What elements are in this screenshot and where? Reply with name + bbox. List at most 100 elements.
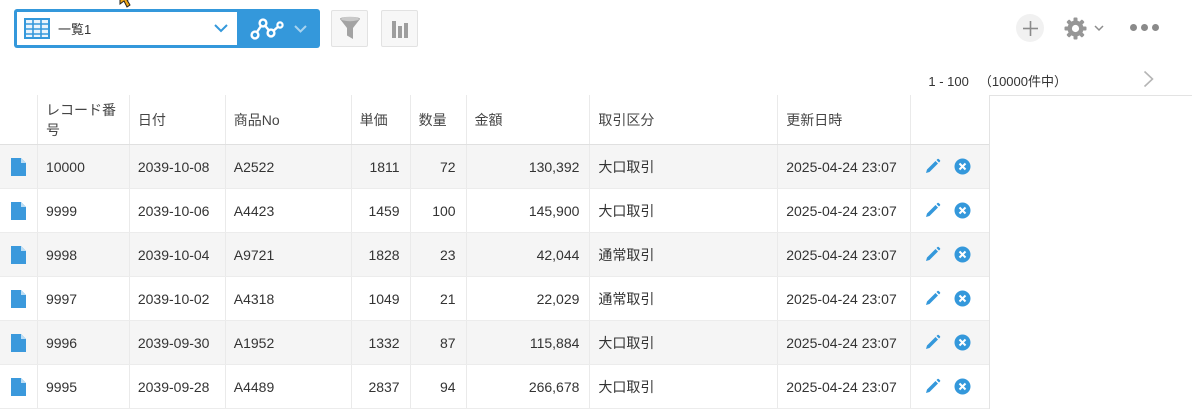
cell-amount: 130,392: [467, 145, 591, 188]
next-page-button[interactable]: [1138, 70, 1158, 88]
cell-updated: 2025-04-24 23:07: [778, 233, 912, 276]
header-category[interactable]: 取引区分: [590, 95, 779, 144]
cell-record-no: 9996: [38, 321, 130, 364]
selected-view-name: 一覧1: [58, 22, 92, 37]
header-date[interactable]: 日付: [130, 95, 226, 144]
edit-button[interactable]: [924, 334, 941, 351]
cell-quantity: 87: [411, 321, 467, 364]
record-link[interactable]: [0, 365, 38, 408]
settings-button[interactable]: [1063, 16, 1104, 41]
cell-quantity: 94: [411, 365, 467, 408]
cell-actions: [911, 189, 989, 232]
pagination-total: （10000件中）: [978, 74, 1067, 89]
record-table: レコード番号 日付 商品No 単価 数量 金額 取引区分 更新日時 10000 …: [0, 95, 990, 409]
mouse-cursor-icon: [119, 0, 131, 8]
view-select-dropdown[interactable]: 一覧1: [17, 12, 237, 45]
delete-button[interactable]: [954, 290, 971, 307]
cell-date: 2039-10-06: [130, 189, 226, 232]
cell-record-no: 9998: [38, 233, 130, 276]
record-link[interactable]: [0, 233, 38, 276]
edit-button[interactable]: [924, 290, 941, 307]
x-circle-icon: [954, 290, 971, 307]
record-link[interactable]: [0, 189, 38, 232]
filter-button[interactable]: [331, 10, 368, 47]
record-link[interactable]: [0, 277, 38, 320]
delete-button[interactable]: [954, 158, 971, 175]
cell-unit-price: 1049: [352, 277, 411, 320]
record-icon: [10, 245, 26, 264]
header-record-number[interactable]: レコード番号: [38, 95, 130, 144]
cell-product-no: A2522: [226, 145, 352, 188]
cell-amount: 42,044: [467, 233, 591, 276]
cell-amount: 145,900: [467, 189, 591, 232]
table-row: 10000 2039-10-08 A2522 1811 72 130,392 大…: [0, 145, 989, 189]
plus-icon: [1022, 20, 1038, 36]
delete-button[interactable]: [954, 246, 971, 263]
chart-view-button[interactable]: [237, 9, 320, 48]
cell-updated: 2025-04-24 23:07: [778, 365, 912, 408]
cell-category: 大口取引: [590, 365, 779, 408]
bar-chart-icon: [391, 20, 408, 38]
cell-actions: [911, 321, 989, 364]
cell-unit-price: 1811: [352, 145, 411, 188]
cell-actions: [911, 145, 989, 188]
header-product-no[interactable]: 商品No: [226, 95, 352, 144]
add-record-button[interactable]: [1016, 14, 1044, 42]
record-icon: [10, 377, 26, 396]
cell-unit-price: 2837: [352, 365, 411, 408]
cell-updated: 2025-04-24 23:07: [778, 189, 912, 232]
header-actions: [911, 95, 989, 144]
record-icon: [10, 201, 26, 220]
edit-button[interactable]: [924, 202, 941, 219]
delete-button[interactable]: [954, 334, 971, 351]
edit-button[interactable]: [924, 378, 941, 395]
cell-date: 2039-10-08: [130, 145, 226, 188]
header-updated[interactable]: 更新日時: [778, 95, 912, 144]
record-link[interactable]: [0, 145, 38, 188]
cell-category: 大口取引: [590, 321, 779, 364]
pagination: 1 - 100 （10000件中）: [928, 71, 1067, 90]
ellipsis-icon: [1130, 24, 1137, 31]
cell-quantity: 23: [411, 233, 467, 276]
edit-button[interactable]: [924, 158, 941, 175]
cell-unit-price: 1828: [352, 233, 411, 276]
delete-button[interactable]: [954, 378, 971, 395]
cell-quantity: 21: [411, 277, 467, 320]
pencil-icon: [926, 334, 941, 349]
table-row: 9998 2039-10-04 A9721 1828 23 42,044 通常取…: [0, 233, 989, 277]
more-options-button[interactable]: [1130, 24, 1159, 31]
cell-actions: [911, 365, 989, 408]
pencil-icon: [926, 246, 941, 261]
delete-button[interactable]: [954, 202, 971, 219]
chevron-right-icon: [1143, 70, 1154, 88]
cell-record-no: 9999: [38, 189, 130, 232]
gear-icon: [1064, 17, 1087, 40]
record-link[interactable]: [0, 321, 38, 364]
header-unit-price[interactable]: 単価: [352, 95, 411, 144]
x-circle-icon: [954, 334, 971, 351]
cell-record-no: 10000: [38, 145, 130, 188]
graph-button[interactable]: [381, 10, 418, 47]
cell-amount: 22,029: [467, 277, 591, 320]
cell-category: 通常取引: [590, 233, 779, 276]
cell-amount: 115,884: [467, 321, 591, 364]
cell-amount: 266,678: [467, 365, 591, 408]
cell-record-no: 9995: [38, 365, 130, 408]
pagination-range: 1 - 100: [928, 74, 969, 89]
table-header-row: レコード番号 日付 商品No 単価 数量 金額 取引区分 更新日時: [0, 95, 989, 145]
header-quantity[interactable]: 数量: [411, 95, 467, 144]
pencil-icon: [926, 290, 941, 305]
cell-product-no: A9721: [226, 233, 352, 276]
cell-updated: 2025-04-24 23:07: [778, 145, 912, 188]
table-row: 9996 2039-09-30 A1952 1332 87 115,884 大口…: [0, 321, 989, 365]
table-row: 9997 2039-10-02 A4318 1049 21 22,029 通常取…: [0, 277, 989, 321]
header-amount[interactable]: 金額: [467, 95, 591, 144]
view-switcher: 一覧1: [14, 9, 320, 48]
pencil-icon: [926, 158, 941, 173]
record-icon: [10, 333, 26, 352]
cell-unit-price: 1332: [352, 321, 411, 364]
edit-button[interactable]: [924, 246, 941, 263]
cell-product-no: A1952: [226, 321, 352, 364]
table-row: 9995 2039-09-28 A4489 2837 94 266,678 大口…: [0, 365, 989, 409]
chevron-down-icon: [1094, 25, 1104, 32]
